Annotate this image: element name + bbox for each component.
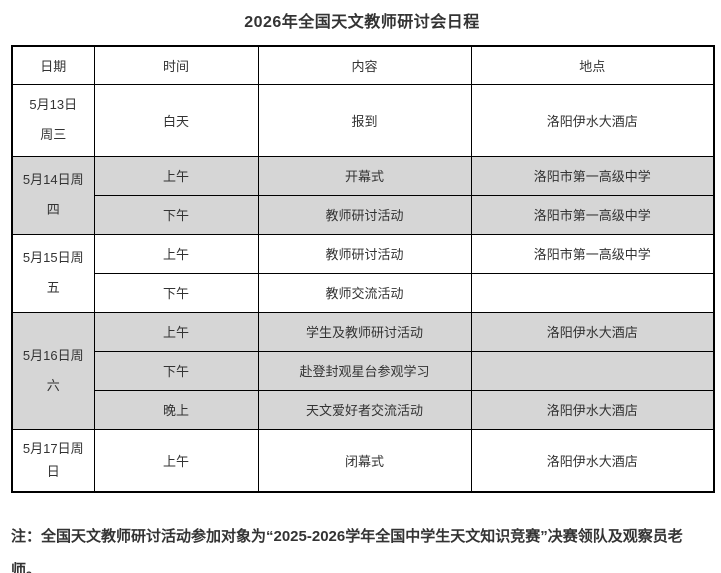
time-cell: 上午 (93, 311, 259, 352)
location-cell: 洛阳伊水大酒店 (470, 83, 715, 157)
weekday-text: 四 (46, 202, 60, 217)
table-row: 下午 教师交流活动 (12, 272, 715, 313)
content-cell: 教师交流活动 (257, 272, 472, 313)
header-time: 时间 (93, 45, 259, 85)
content-cell: 报到 (257, 83, 472, 157)
date-cell-may15: 5月15日周 五 (11, 233, 95, 313)
content-cell: 天文爱好者交流活动 (257, 389, 472, 430)
date-cell-may14: 5月14日周 四 (11, 155, 95, 235)
header-content: 内容 (257, 45, 472, 85)
time-cell: 下午 (93, 194, 259, 235)
weekday-text: 日 (46, 464, 60, 480)
header-date: 日期 (11, 45, 95, 85)
date-text: 5月17日周 (22, 440, 84, 456)
time-cell: 白天 (93, 83, 259, 157)
table-row: 晚上 天文爱好者交流活动 洛阳伊水大酒店 (12, 389, 715, 430)
location-cell: 洛阳伊水大酒店 (470, 428, 715, 493)
content-cell: 教师研讨活动 (257, 233, 472, 274)
content-cell: 开幕式 (257, 155, 472, 196)
location-cell: 洛阳市第一高级中学 (470, 233, 715, 274)
footnote: 注：全国天文教师研讨活动参加对象为“2025-2026学年全国中学生天文知识竞赛… (11, 528, 683, 573)
time-cell: 晚上 (93, 389, 259, 430)
table-row: 下午 教师研讨活动 洛阳市第一高级中学 (12, 194, 715, 235)
table-row: 下午 赴登封观星台参观学习 (12, 350, 715, 391)
location-cell-empty (470, 350, 715, 391)
location-cell-empty (470, 272, 715, 313)
weekday-text: 五 (46, 280, 60, 295)
date-cell-may16: 5月16日周 六 (11, 311, 95, 430)
weekday-text: 周三 (40, 127, 67, 142)
date-cell-may13: 5月13日 周三 (11, 83, 95, 157)
content-cell: 赴登封观星台参观学习 (257, 350, 472, 391)
time-cell: 上午 (93, 428, 259, 493)
location-cell: 洛阳伊水大酒店 (470, 311, 715, 352)
table-row: 5月14日周 四 上午 开幕式 洛阳市第一高级中学 (11, 155, 715, 235)
weekday-text: 六 (46, 377, 60, 393)
date-text: 5月13日 (29, 97, 78, 113)
location-cell: 洛阳市第一高级中学 (470, 155, 715, 196)
table-row: 5月13日 周三 白天 报到 洛阳伊水大酒店 (11, 83, 715, 157)
date-text: 5月14日周 (22, 172, 84, 188)
location-cell: 洛阳市第一高级中学 (470, 194, 715, 235)
content-cell: 学生及教师研讨活动 (257, 311, 472, 352)
date-text: 5月15日周 (22, 250, 84, 266)
time-cell: 上午 (93, 233, 259, 274)
time-cell: 下午 (93, 350, 259, 391)
time-cell: 上午 (93, 155, 259, 196)
page-title: 2026年全国天文教师研讨会日程 (244, 14, 480, 31)
table-row: 5月16日周 六 上午 学生及教师研讨活动 洛阳伊水大酒店 (11, 311, 715, 430)
time-cell: 下午 (93, 272, 259, 313)
date-text: 5月16日周 (22, 347, 84, 363)
schedule-table: 日期 时间 内容 地点 5月13日 周三 白天 报到 洛阳伊水大酒店 5月14日… (11, 45, 715, 493)
location-cell: 洛阳伊水大酒店 (470, 389, 715, 430)
date-cell-may17: 5月17日周 日 (11, 428, 95, 493)
table-row: 5月15日周 五 上午 教师研讨活动 洛阳市第一高级中学 (11, 233, 715, 313)
table-row: 5月17日周 日 上午 闭幕式 洛阳伊水大酒店 (11, 428, 715, 493)
header-location: 地点 (470, 45, 715, 85)
content-cell: 闭幕式 (257, 428, 472, 493)
table-header-row: 日期 时间 内容 地点 (11, 45, 715, 85)
content-cell: 教师研讨活动 (257, 194, 472, 235)
